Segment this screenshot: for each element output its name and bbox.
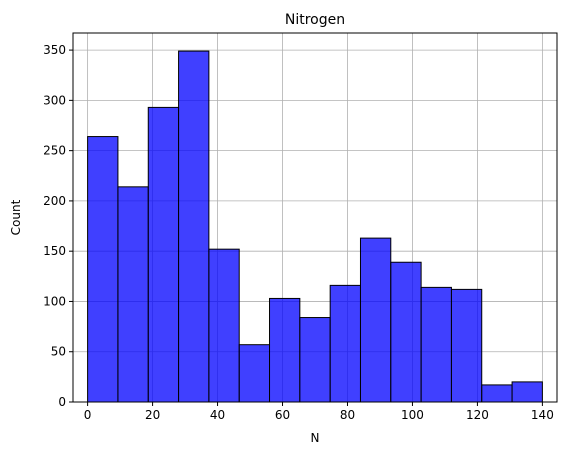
y-tick-label: 150 [43,244,66,258]
y-tick-label: 100 [43,294,66,308]
plot-frame [72,32,558,403]
x-tick-label: 100 [401,408,424,422]
chart-title: Nitrogen [285,12,345,28]
histogram-bar [178,50,210,403]
histogram-bar [117,186,149,403]
histogram-bar [299,317,331,403]
histogram-bar [450,288,483,403]
histogram-bar [359,237,392,403]
x-tick-label: 120 [466,408,489,422]
x-axis-ticks: 0 20 40 60 80 100 120 140 [84,402,554,422]
histogram-bar [329,284,361,403]
histogram-bar [420,286,452,403]
x-tick-label: 80 [340,408,355,422]
y-axis-label: Count [9,199,23,235]
y-axis-ticks: 0 50 100 150 200 250 300 350 [43,43,73,409]
histogram-bar [147,106,180,403]
x-axis-label: N [311,431,320,445]
y-tick-label: 300 [43,93,66,107]
y-tick-label: 0 [58,395,66,409]
histogram-bar [208,248,240,403]
y-tick-label: 200 [43,194,66,208]
histogram-bar [511,381,543,403]
x-tick-label: 20 [145,408,160,422]
histogram-bar [481,384,513,403]
y-tick-label: 250 [43,144,66,158]
histogram-bar [390,261,422,403]
y-tick-label: 350 [43,43,66,57]
x-tick-label: 0 [84,408,92,422]
histogram-bar [238,344,271,403]
y-tick-label: 50 [51,345,66,359]
histogram-bar [87,136,119,403]
histogram-bar [269,297,301,403]
histogram-bars [87,50,543,403]
x-tick-label: 140 [531,408,554,422]
x-tick-label: 60 [275,408,290,422]
x-tick-label: 40 [210,408,225,422]
